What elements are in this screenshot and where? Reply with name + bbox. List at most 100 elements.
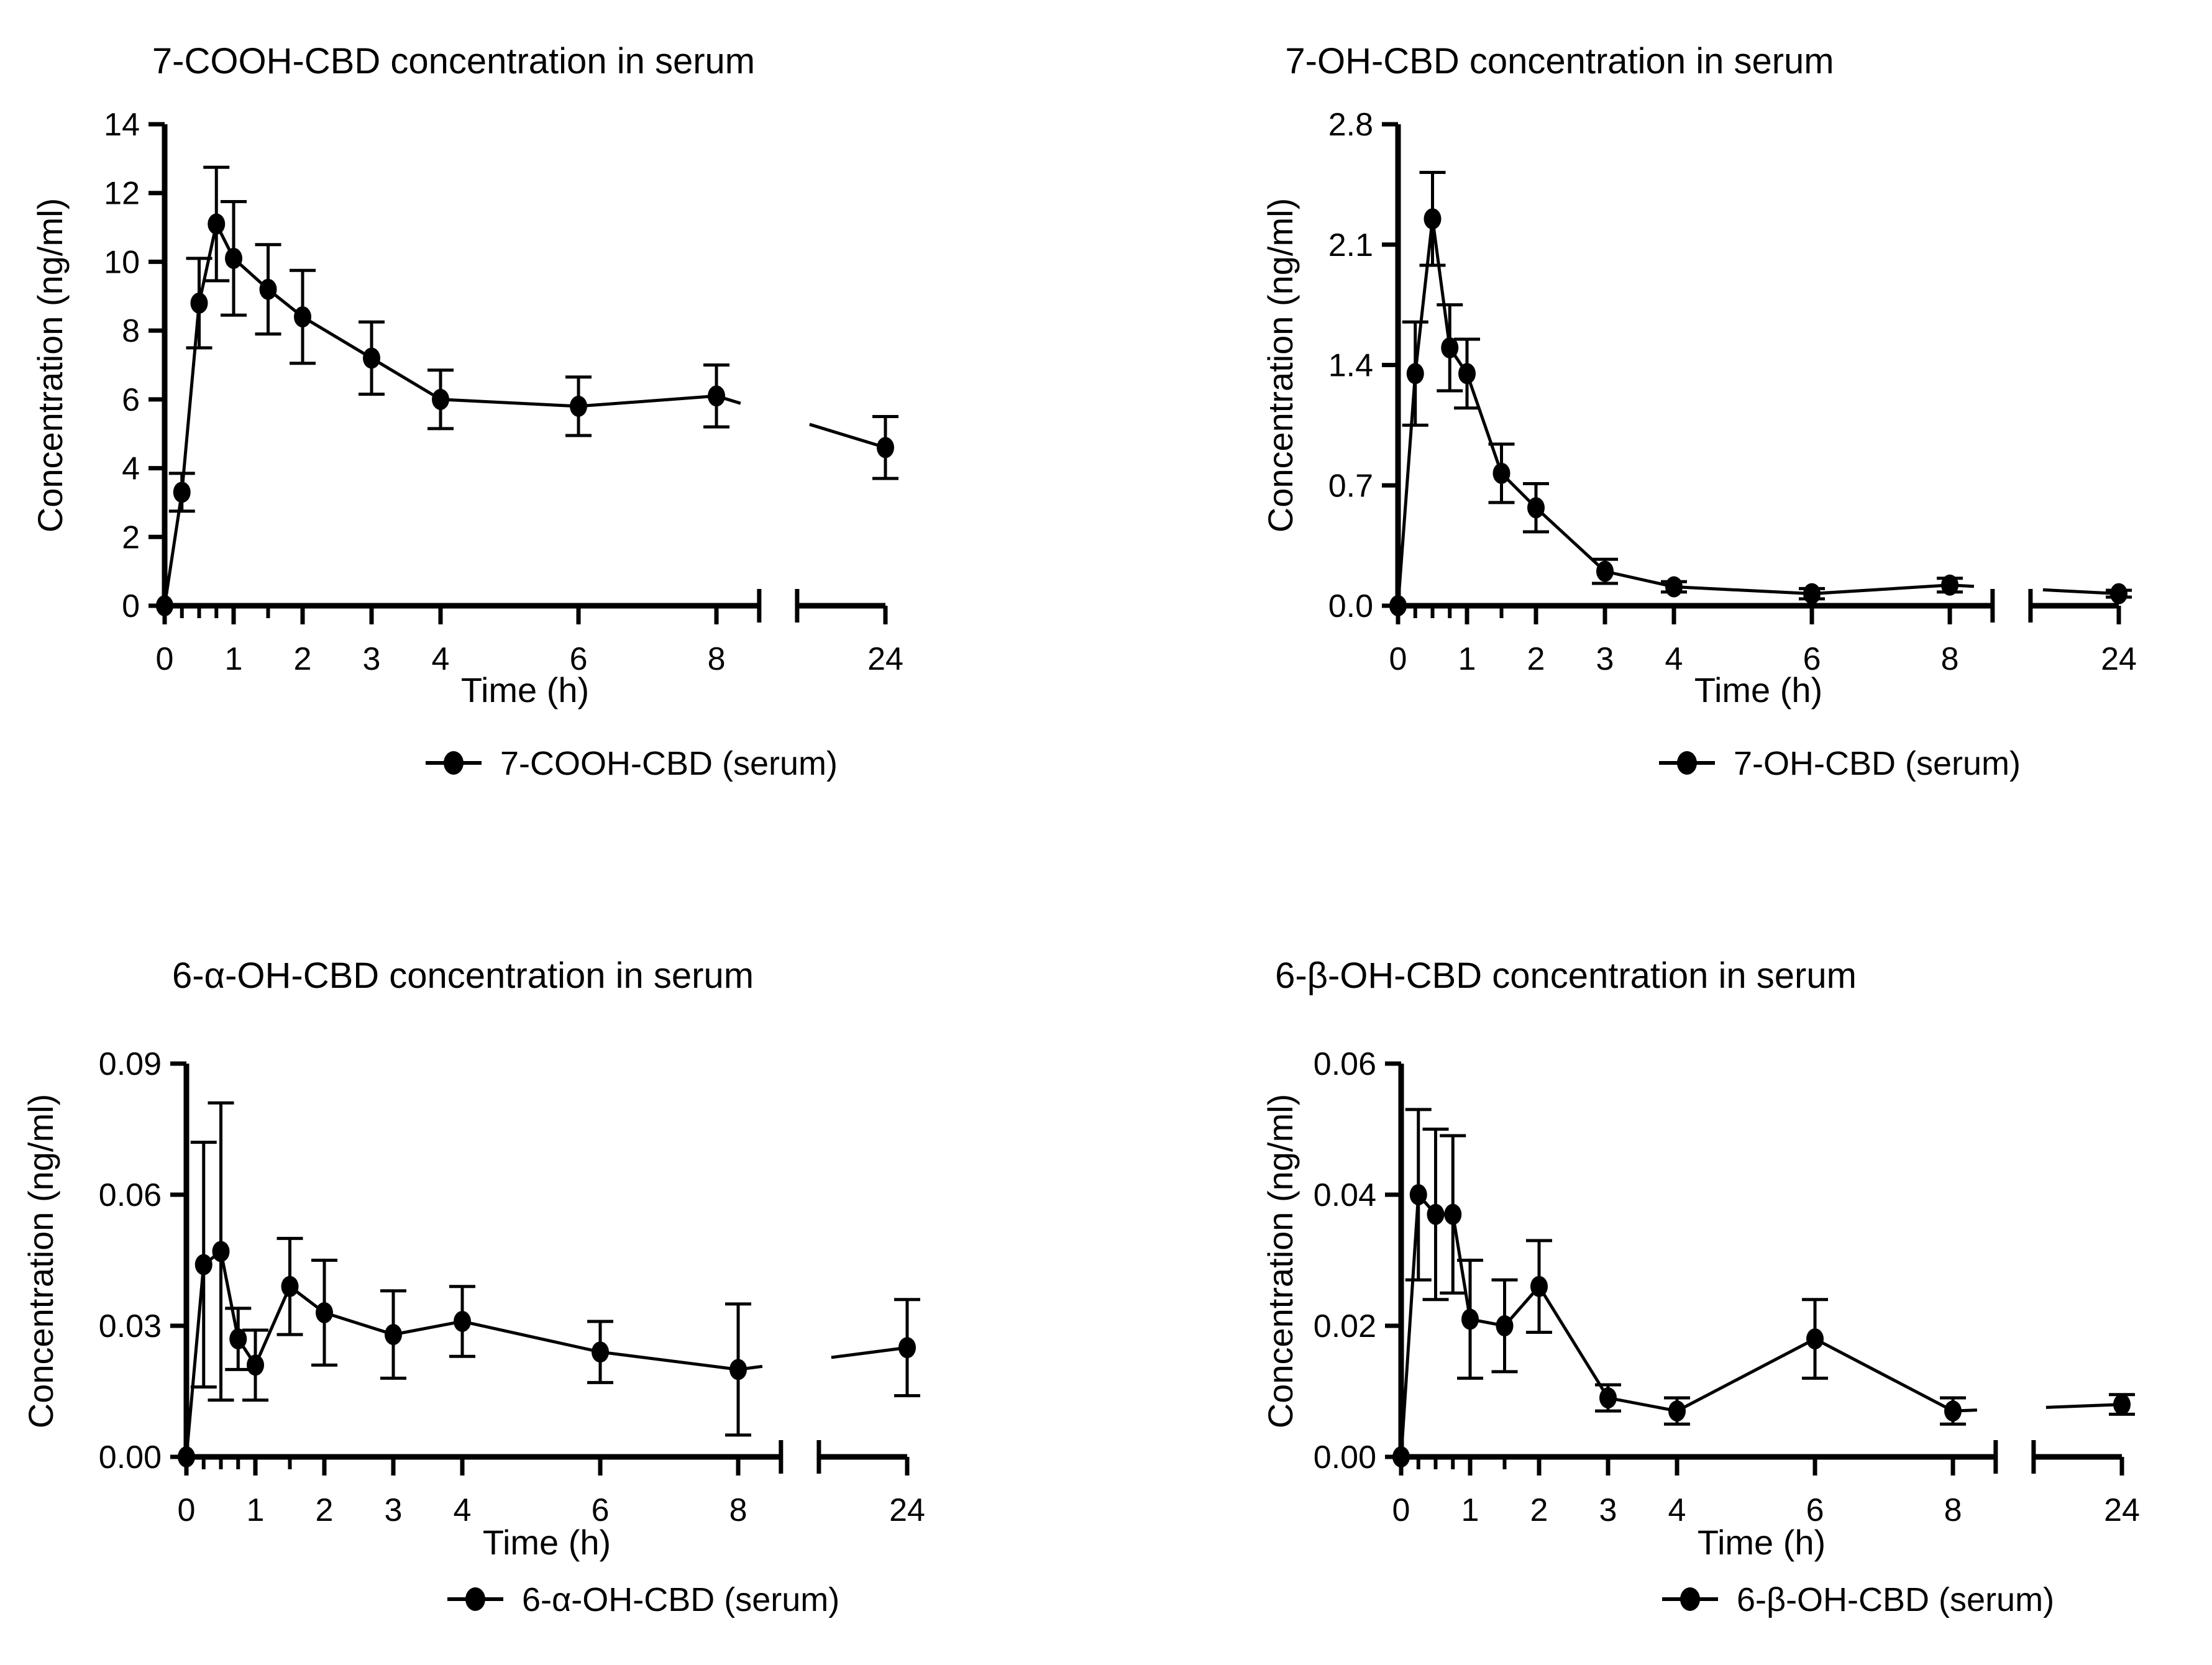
x-tick-label: 4	[454, 1492, 472, 1528]
data-point	[229, 1328, 247, 1350]
x-tick-label: 3	[1599, 1492, 1617, 1528]
data-line	[163, 219, 741, 606]
legend: 6-α-OH-CBD (serum)	[447, 1581, 839, 1618]
y-tick-label: 0.09	[99, 1046, 162, 1082]
x-axis-label: Time (h)	[1698, 1523, 1826, 1562]
y-tick-label: 0.00	[1314, 1439, 1376, 1476]
data-point	[1458, 363, 1476, 385]
data-point	[1665, 576, 1683, 598]
data-point	[877, 437, 894, 458]
data-point	[1461, 1308, 1479, 1330]
x-tick-label: 2	[1527, 641, 1545, 677]
x-tick-label: 2	[1530, 1492, 1548, 1528]
legend-marker-icon	[1680, 1587, 1700, 1611]
chart-cell-7-oh-cbd: 7-OH-CBD concentration in serum Concentr…	[1106, 0, 2212, 833]
chart-title: 6-β-OH-CBD concentration in serum	[1275, 956, 1857, 996]
legend: 7-OH-CBD (serum)	[1659, 745, 2021, 782]
x-tick-label: 1	[225, 641, 243, 677]
data-point	[173, 481, 191, 503]
y-tick-label: 12	[104, 176, 140, 212]
x-tick-label: 3	[1596, 641, 1614, 677]
y-tick-label: 0.06	[1314, 1046, 1376, 1082]
data-point	[592, 1341, 610, 1363]
data-line	[2045, 1403, 2123, 1409]
data-point	[1424, 208, 1442, 230]
legend-label: 7-OH-CBD (serum)	[1734, 745, 2021, 782]
chart-7-cooh-cbd: 7-COOH-CBD concentration in serum Concen…	[30, 41, 903, 782]
data-point	[178, 1446, 195, 1467]
data-point	[385, 1324, 403, 1346]
y-tick-label: 0.0	[1328, 588, 1373, 624]
x-tick-label: 1	[247, 1492, 265, 1528]
x-tick-label: 0	[1389, 641, 1407, 677]
chart-title: 7-OH-CBD concentration in serum	[1285, 41, 1834, 81]
data-point	[1599, 1387, 1617, 1409]
x-tick-label: 4	[432, 641, 450, 677]
x-tick-label: 2	[316, 1492, 334, 1528]
data-point	[1406, 363, 1424, 385]
data-line	[1396, 218, 1975, 606]
x-axis-label: Time (h)	[483, 1523, 611, 1562]
data-point	[212, 1241, 230, 1262]
legend-label: 6-β-OH-CBD (serum)	[1737, 1581, 2054, 1618]
data-line	[809, 422, 886, 449]
legend: 6-β-OH-CBD (serum)	[1662, 1581, 2054, 1618]
data-point	[2113, 1394, 2131, 1415]
y-tick-label: 8	[122, 313, 140, 349]
chart-cell-6-beta-oh-cbd: 6-β-OH-CBD concentration in serum Concen…	[1106, 833, 2212, 1665]
chart-7-oh-cbd: 7-OH-CBD concentration in serum Concentr…	[1261, 41, 2137, 782]
data-point	[316, 1302, 334, 1323]
chart-6-alpha-oh-cbd: 6-α-OH-CBD concentration in serum Concen…	[21, 956, 925, 1618]
data-point	[432, 388, 450, 410]
legend-marker-icon	[1677, 751, 1697, 775]
data-point	[259, 278, 277, 300]
x-tick-label: 24	[2101, 641, 2137, 677]
data-point	[363, 347, 381, 369]
x-tick-label: 3	[385, 1492, 403, 1528]
data-point	[1496, 1315, 1514, 1336]
data-point	[2110, 583, 2127, 604]
data-point	[1492, 462, 1510, 484]
legend-label: 7-COOH-CBD (serum)	[500, 745, 838, 782]
y-tick-label: 2	[122, 519, 140, 555]
x-tick-label: 1	[1461, 1492, 1479, 1528]
data-point	[1803, 583, 1821, 604]
x-tick-label: 8	[729, 1492, 747, 1528]
x-tick-label: 24	[2104, 1492, 2140, 1528]
x-axis-label: Time (h)	[1694, 670, 1822, 709]
data-point	[247, 1354, 265, 1376]
data-point	[294, 306, 312, 327]
data-point	[1806, 1328, 1824, 1350]
x-tick-label: 24	[867, 641, 903, 677]
y-axis-label: Concentration (ng/ml)	[21, 1094, 60, 1428]
x-tick-label: 6	[570, 641, 588, 677]
y-tick-label: 10	[104, 244, 140, 280]
x-tick-label: 0	[178, 1492, 196, 1528]
data-point	[1527, 497, 1545, 519]
x-tick-label: 4	[1668, 1492, 1686, 1528]
data-point	[898, 1337, 916, 1359]
chart-title: 6-α-OH-CBD concentration in serum	[172, 956, 754, 996]
x-tick-label: 1	[1458, 641, 1476, 677]
plot-area: 0.0 0.7 1.4 2.1 2.8 0 1 2 3 4 6 8 24	[1328, 107, 2137, 677]
y-tick-label: 2.8	[1328, 107, 1373, 143]
x-tick-label: 8	[1944, 1492, 1962, 1528]
y-axis-label: Concentration (ng/ml)	[1261, 198, 1300, 532]
legend-marker-icon	[444, 751, 464, 775]
data-point	[1441, 337, 1459, 358]
x-tick-label: 8	[1941, 641, 1959, 677]
y-tick-label: 2.1	[1328, 227, 1373, 263]
y-tick-label: 0.04	[1314, 1177, 1376, 1213]
data-point	[156, 595, 173, 616]
data-line	[1399, 1190, 1977, 1457]
x-tick-label: 0	[156, 641, 174, 677]
plot-area: 0.00 0.02 0.04 0.06 0 1 2 3 4 6 8 24	[1314, 1046, 2140, 1528]
chart-6-beta-oh-cbd: 6-β-OH-CBD concentration in serum Concen…	[1261, 956, 2140, 1618]
data-point	[190, 292, 208, 314]
y-tick-label: 0.7	[1328, 468, 1373, 504]
plot-area: 0.00 0.03 0.06 0.09 0 1 2 3 4 6 8 24	[99, 1046, 925, 1528]
y-tick-label: 0.02	[1314, 1308, 1376, 1344]
data-line	[2042, 588, 2119, 596]
